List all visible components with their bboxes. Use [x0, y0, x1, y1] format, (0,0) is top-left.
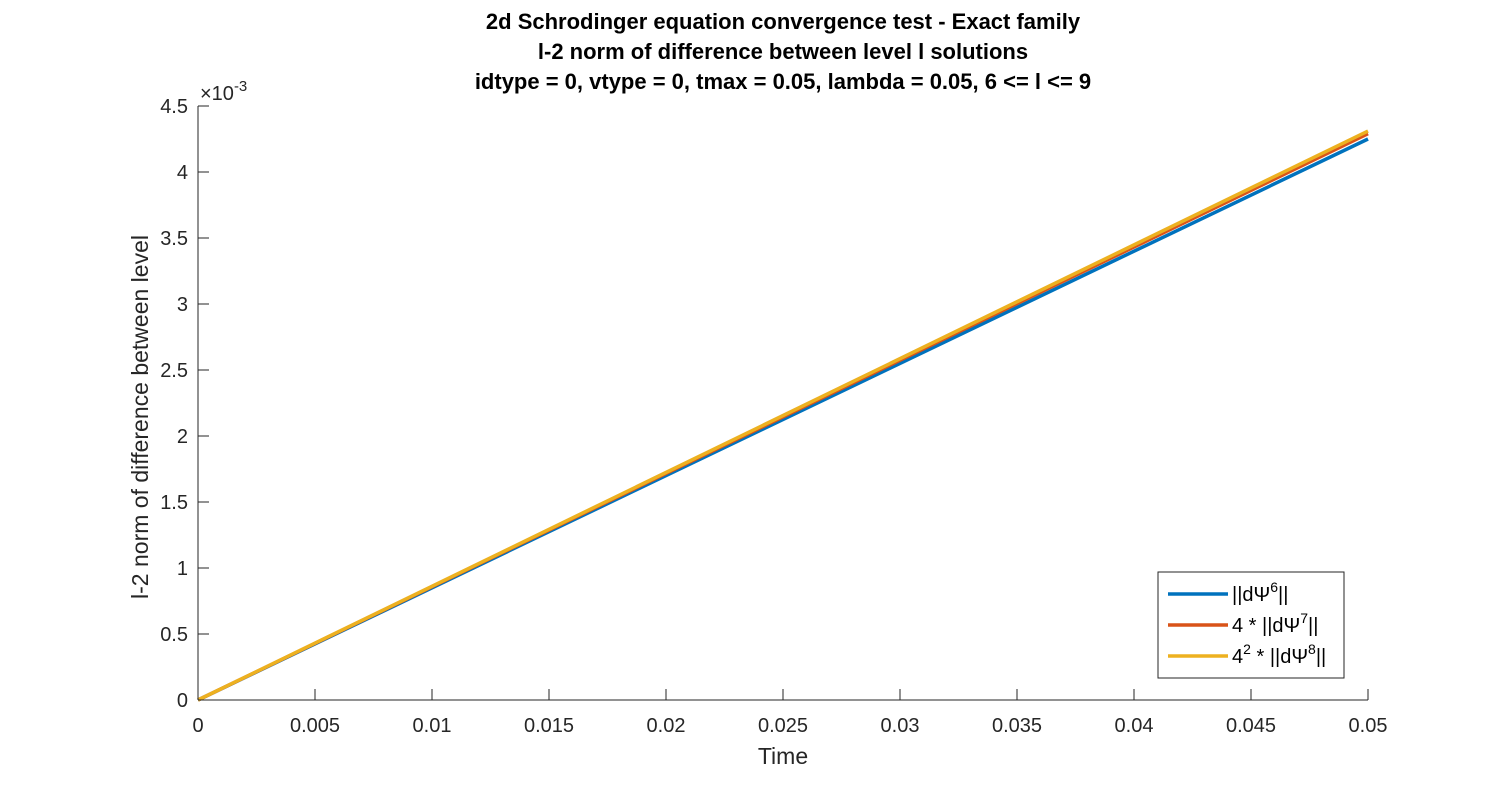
legend-text-part: 4	[1232, 646, 1243, 668]
legend-text-part: ||	[1278, 584, 1288, 606]
legend-text-part: ||	[1316, 646, 1326, 668]
y-tick-label: 4	[177, 162, 188, 184]
legend-superscript: 2	[1243, 641, 1251, 657]
y-exponent-base: ×10	[200, 83, 234, 105]
legend-text-part: ||	[1308, 615, 1318, 637]
y-tick-label: 2	[177, 426, 188, 448]
x-tick-label: 0.035	[992, 715, 1042, 737]
y-axis-label: l-2 norm of difference between level	[127, 235, 153, 599]
x-tick-label: 0.02	[647, 715, 686, 737]
x-tick-label: 0.005	[290, 715, 340, 737]
legend-superscript: 6	[1270, 579, 1278, 595]
x-axis-label: Time	[758, 743, 808, 769]
x-tick-label: 0.025	[758, 715, 808, 737]
legend: ||dΨ6||4 * ||dΨ7||42 * ||dΨ8||	[1157, 571, 1345, 679]
x-axis-ticks: 0 0.005 0.01 0.015 0.02 0.025 0.03 0.035 0.04 0.0…	[192, 689, 1387, 737]
y-tick-label: 1.5	[160, 492, 188, 514]
y-tick-label: 4.5	[160, 96, 188, 118]
y-tick-label: 0.5	[160, 624, 188, 646]
legend-entry-1: ||dΨ6||	[1232, 579, 1288, 606]
legend-superscript: 8	[1308, 641, 1316, 657]
x-tick-label: 0.04	[1115, 715, 1154, 737]
x-tick-label: 0.03	[881, 715, 920, 737]
y-axis-ticks: 0 0.5 1 1.5 2 2.5 3 3.5 4 4.5	[160, 96, 209, 712]
title-line-3: idtype = 0, vtype = 0, tmax = 0.05, lamb…	[475, 69, 1091, 94]
y-tick-label: 2.5	[160, 360, 188, 382]
series-line-3	[197, 129, 1369, 702]
plot-area	[197, 106, 1369, 702]
legend-text-part: * ||dΨ	[1251, 646, 1308, 668]
y-tick-label: 1	[177, 558, 188, 580]
legend-superscript: 7	[1300, 610, 1308, 626]
y-tick-label: 3	[177, 294, 188, 316]
legend-text-part: 4 * ||dΨ	[1232, 615, 1300, 637]
title-line-1: 2d Schrodinger equation convergence test…	[486, 9, 1081, 34]
x-tick-label: 0	[192, 715, 203, 737]
legend-entry-2: 4 * ||dΨ7||	[1232, 610, 1318, 637]
legend-entry-3: 42 * ||dΨ8||	[1232, 641, 1326, 668]
x-tick-label: 0.015	[524, 715, 574, 737]
x-tick-label: 0.05	[1349, 715, 1388, 737]
y-exponent-power: -3	[234, 78, 247, 95]
y-tick-label: 3.5	[160, 228, 188, 250]
title-line-2: l-2 norm of difference between level l s…	[538, 39, 1028, 64]
x-tick-label: 0.01	[413, 715, 452, 737]
y-tick-label: 0	[177, 690, 188, 712]
legend-text-part: ||dΨ	[1232, 584, 1270, 606]
y-axis-exponent: ×10-3	[200, 78, 247, 105]
chart-title: 2d Schrodinger equation convergence test…	[475, 9, 1091, 94]
x-tick-label: 0.045	[1226, 715, 1276, 737]
